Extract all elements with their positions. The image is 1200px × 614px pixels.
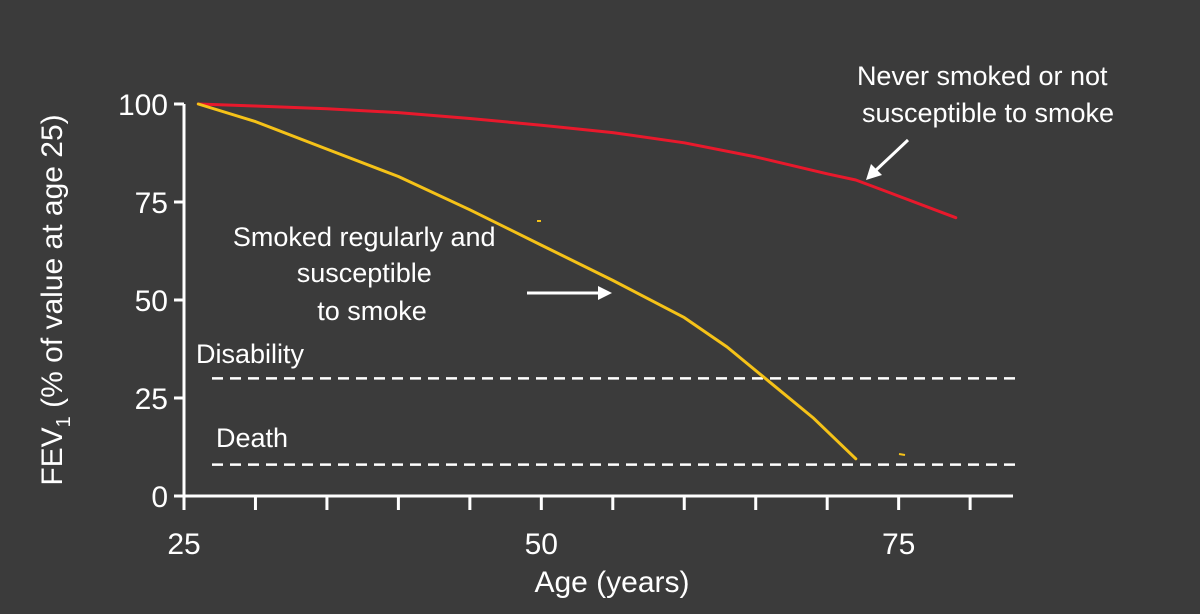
series-lines — [196, 102, 958, 461]
smoked-susceptible-annotation: Smoked regularly and susceptible to smok… — [233, 222, 503, 326]
smoked-series-line — [196, 102, 858, 461]
smoked-annotation-line-2: susceptible — [297, 258, 432, 288]
smoked-annotation-line-3: to smoke — [317, 296, 427, 326]
x-axis-ticks: 25 50 75 — [167, 496, 972, 561]
y-tick-label: 0 — [151, 481, 168, 514]
reference-lines — [212, 377, 1018, 466]
y-axis-title: FEV1 (% of value at age 25) — [36, 114, 75, 485]
x-axis-title: Age (years) — [534, 566, 689, 599]
y-axis-title-main: FEV — [36, 427, 69, 485]
y-tick-label: 100 — [118, 89, 168, 122]
y-axis-title-rest: (% of value at age 25) — [36, 114, 69, 416]
x-tick-label: 75 — [882, 528, 915, 561]
stray-mark — [898, 453, 906, 456]
death-label: Death — [216, 423, 288, 453]
never-smoked-arrow — [866, 138, 910, 180]
disability-label: Disability — [196, 339, 305, 369]
x-tick-label: 25 — [167, 528, 200, 561]
never-smoked-annotation: Never smoked or not susceptible to smoke — [857, 61, 1115, 128]
y-tick-label: 25 — [135, 383, 168, 416]
y-tick-label: 75 — [135, 187, 168, 220]
y-axis-title-subscript: 1 — [53, 416, 75, 427]
never-smoked-annotation-line-2: susceptible to smoke — [862, 98, 1114, 128]
never-series-line — [196, 102, 958, 220]
y-axis-ticks: 0 25 50 75 100 — [118, 89, 184, 514]
smoked-arrow — [527, 286, 612, 300]
x-tick-label: 50 — [525, 528, 558, 561]
smoked-annotation-line-1: Smoked regularly and — [233, 222, 496, 252]
y-tick-label: 50 — [135, 285, 168, 318]
never-smoked-annotation-line-1: Never smoked or not — [857, 61, 1108, 91]
